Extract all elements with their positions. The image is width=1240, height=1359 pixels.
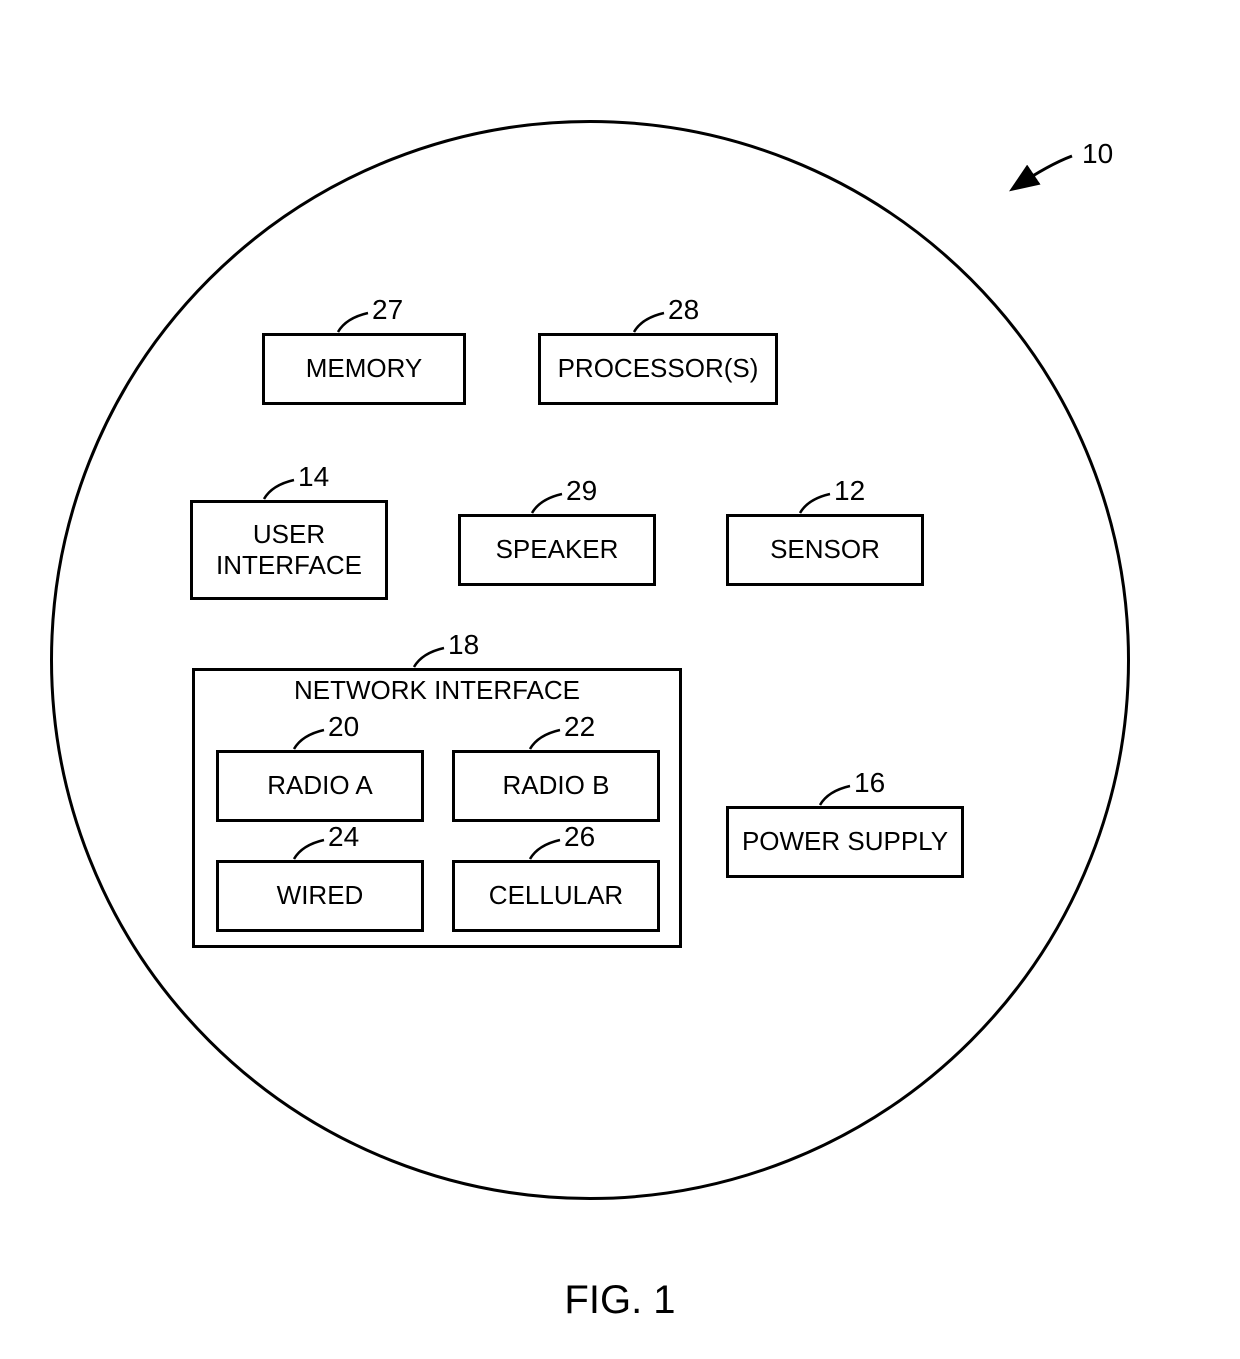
user-interface-ref: 14 xyxy=(298,461,329,493)
memory-ref: 27 xyxy=(372,294,403,326)
cellular-ref: 26 xyxy=(564,821,595,853)
network-interface-leader xyxy=(412,645,446,669)
radio-b-block: RADIO B xyxy=(452,750,660,822)
device-circle xyxy=(50,120,1130,1200)
memory-block: MEMORY xyxy=(262,333,466,405)
figure-canvas: 10 MEMORY 27 PROCESSOR(S) 28 USERINTERFA… xyxy=(0,0,1240,1359)
radio-a-ref: 20 xyxy=(328,711,359,743)
power-supply-block: POWER SUPPLY xyxy=(726,806,964,878)
wired-leader xyxy=(292,837,326,861)
sensor-label: SENSOR xyxy=(770,534,880,565)
wired-label: WIRED xyxy=(277,880,364,911)
speaker-leader xyxy=(530,491,564,515)
network-interface-title: NETWORK INTERFACE xyxy=(195,675,679,706)
cellular-block: CELLULAR xyxy=(452,860,660,932)
speaker-ref: 29 xyxy=(566,475,597,507)
power-supply-leader xyxy=(818,783,852,807)
processor-label: PROCESSOR(S) xyxy=(558,353,759,384)
processor-block: PROCESSOR(S) xyxy=(538,333,778,405)
power-supply-label: POWER SUPPLY xyxy=(742,826,948,857)
cellular-leader xyxy=(528,837,562,861)
network-interface-ref: 18 xyxy=(448,629,479,661)
user-interface-leader xyxy=(262,477,296,501)
sensor-block: SENSOR xyxy=(726,514,924,586)
sensor-ref: 12 xyxy=(834,475,865,507)
radio-a-block: RADIO A xyxy=(216,750,424,822)
memory-leader xyxy=(336,310,370,334)
radio-b-ref: 22 xyxy=(564,711,595,743)
processor-ref: 28 xyxy=(668,294,699,326)
user-interface-block: USERINTERFACE xyxy=(190,500,388,600)
memory-label: MEMORY xyxy=(306,353,423,384)
radio-a-leader xyxy=(292,727,326,751)
figure-caption: FIG. 1 xyxy=(520,1278,720,1323)
wired-block: WIRED xyxy=(216,860,424,932)
speaker-block: SPEAKER xyxy=(458,514,656,586)
cellular-label: CELLULAR xyxy=(489,880,623,911)
radio-b-leader xyxy=(528,727,562,751)
speaker-label: SPEAKER xyxy=(496,534,619,565)
user-interface-label: USERINTERFACE xyxy=(216,519,362,581)
power-supply-ref: 16 xyxy=(854,767,885,799)
processor-leader xyxy=(632,310,666,334)
wired-ref: 24 xyxy=(328,821,359,853)
radio-a-label: RADIO A xyxy=(267,770,372,801)
sensor-leader xyxy=(798,491,832,515)
radio-b-label: RADIO B xyxy=(503,770,610,801)
outer-ref-number: 10 xyxy=(1082,138,1113,170)
